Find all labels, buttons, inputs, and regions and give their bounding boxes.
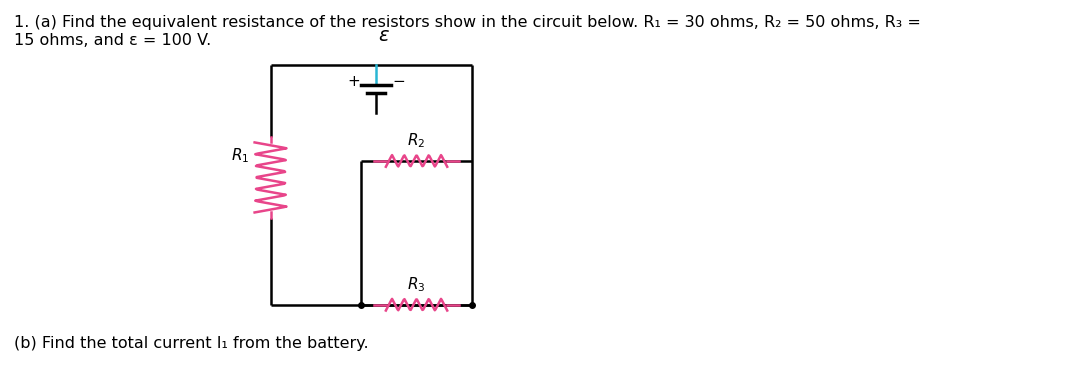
Text: $R_2$: $R_2$ [408,131,426,150]
Text: $R_1$: $R_1$ [232,146,250,165]
Text: +: + [348,74,361,89]
Text: 1. (a) Find the equivalent resistance of the resistors show in the circuit below: 1. (a) Find the equivalent resistance of… [14,15,921,48]
Text: $R_3$: $R_3$ [408,275,426,294]
Text: $\mathit{\varepsilon}$: $\mathit{\varepsilon}$ [378,26,390,45]
Text: (b) Find the total current I₁ from the battery.: (b) Find the total current I₁ from the b… [14,336,368,351]
Text: −: − [392,74,404,89]
